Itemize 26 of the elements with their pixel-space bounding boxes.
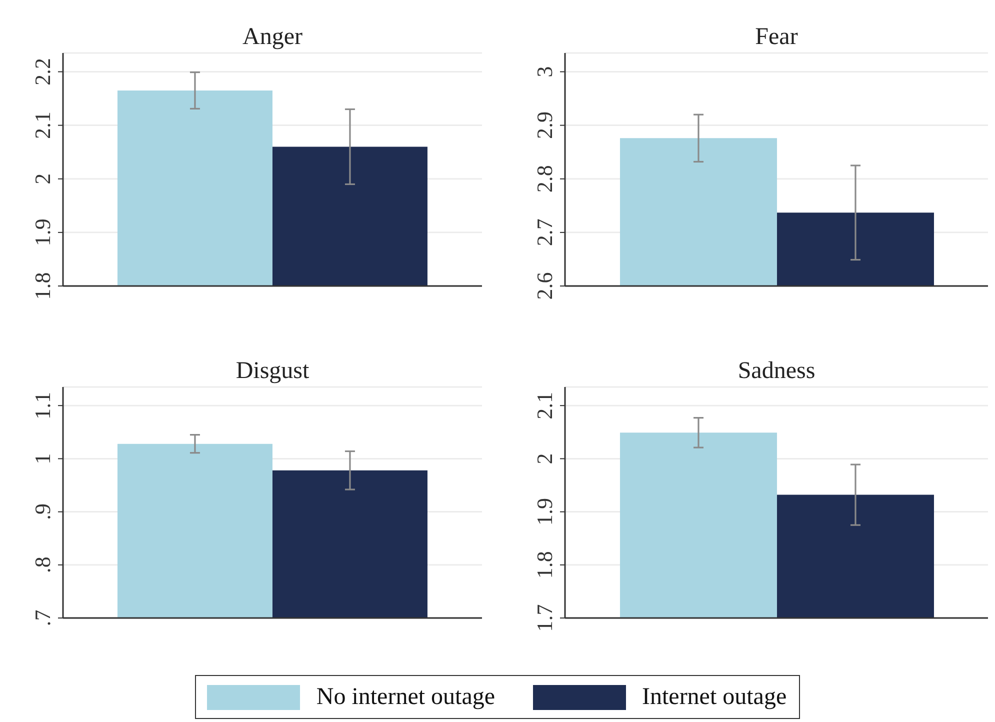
chart-title: Disgust (236, 358, 310, 384)
y-tick-label: 2.9 (532, 112, 557, 140)
y-tick-label: 1 (30, 453, 55, 464)
y-tick-label: .9 (30, 504, 55, 520)
y-tick-label: 2.8 (532, 165, 557, 193)
y-tick-label: 1.9 (532, 498, 557, 526)
chart-title: Anger (242, 24, 302, 50)
y-tick-label: 2 (532, 453, 557, 464)
legend-label: Internet outage (642, 684, 787, 710)
y-tick-label: 2.1 (30, 112, 55, 140)
y-tick-label: 2.7 (532, 218, 557, 246)
y-tick-label: 3 (532, 66, 557, 78)
y-tick-label: 2.1 (532, 392, 557, 420)
y-tick-label: .7 (30, 610, 55, 626)
y-tick-label: 1.7 (532, 604, 557, 632)
y-tick-label: 1.8 (30, 272, 55, 300)
y-tick-label: 2 (30, 173, 55, 184)
y-tick-label: 1.9 (30, 218, 55, 246)
legend-label: No internet outage (316, 684, 495, 710)
y-tick-label: 2.6 (532, 272, 557, 300)
y-tick-label: 1.8 (532, 551, 557, 579)
y-tick-label: 1.1 (30, 392, 55, 420)
chart-title: Sadness (738, 358, 816, 384)
chart-title: Fear (755, 24, 798, 50)
y-tick-label: 2.2 (30, 58, 55, 86)
y-tick-label: .8 (30, 556, 55, 574)
